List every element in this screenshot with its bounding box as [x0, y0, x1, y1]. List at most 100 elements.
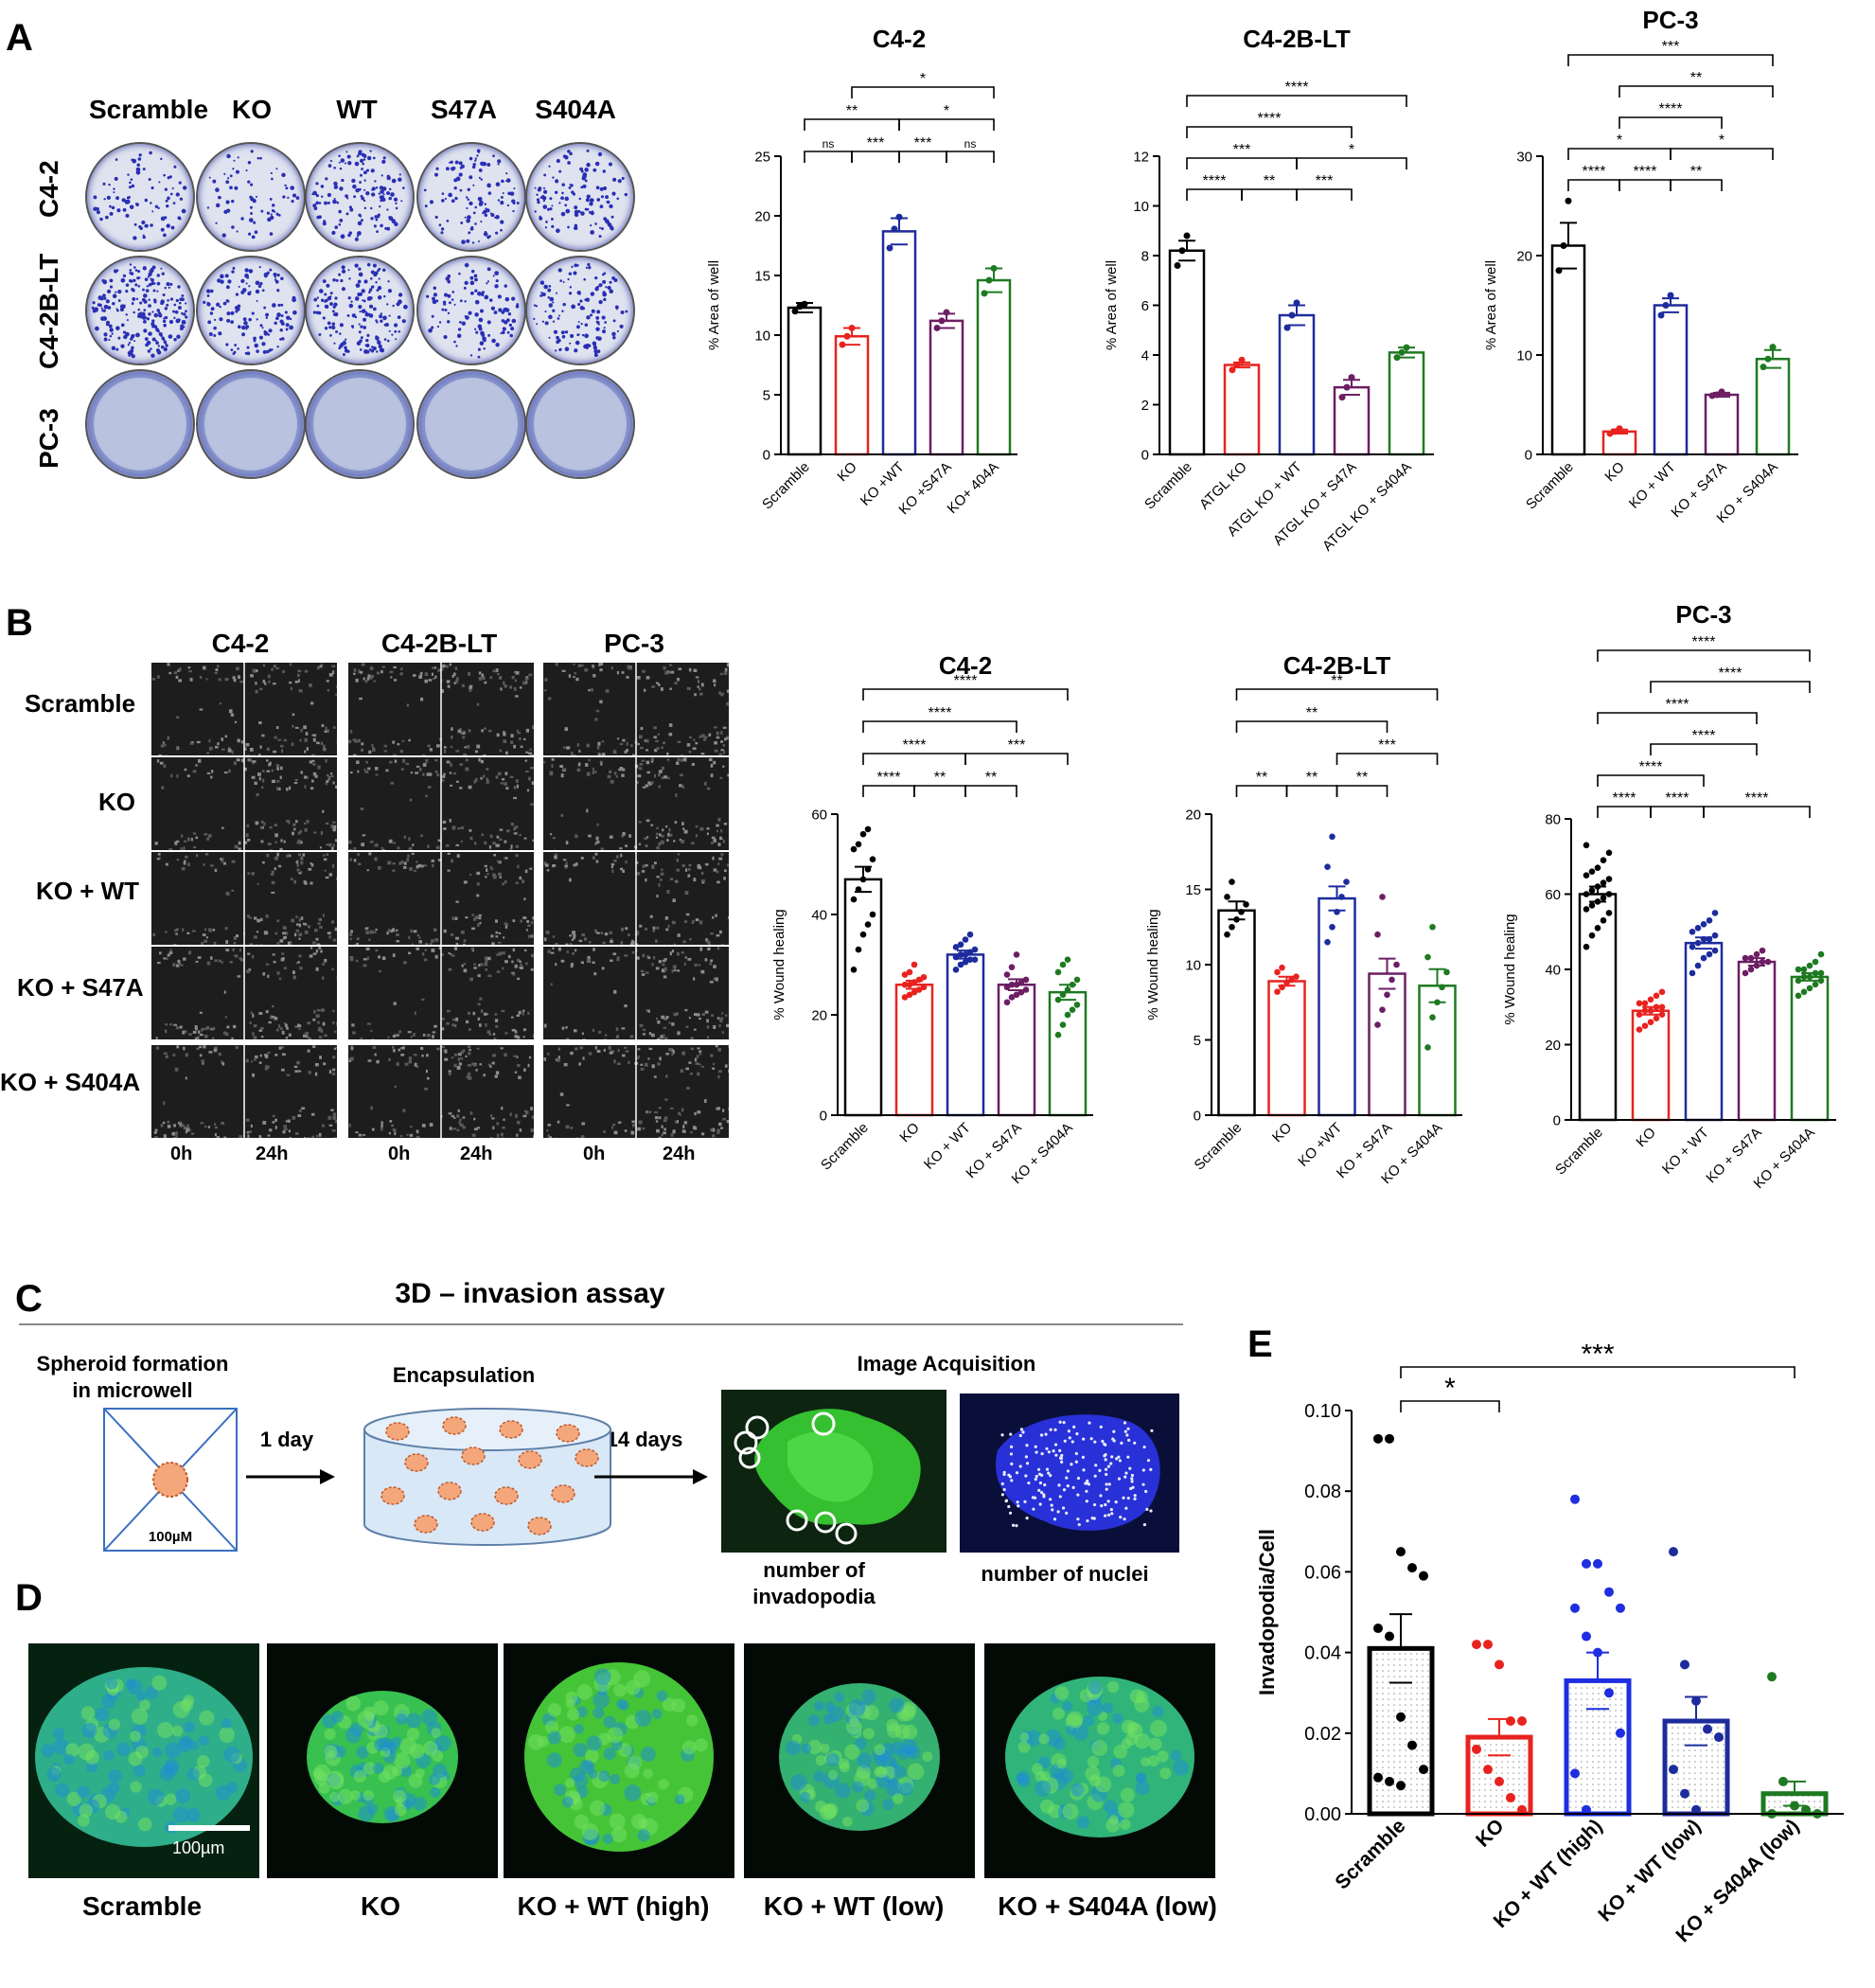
- data-point: [1616, 425, 1623, 433]
- encapsulated-spheroid: [551, 1484, 575, 1503]
- encapsulated-spheroid: [380, 1486, 405, 1505]
- data-point: [1689, 928, 1696, 935]
- data-point: [859, 876, 867, 883]
- significance-bracket: [1650, 681, 1811, 693]
- data-point: [1795, 966, 1802, 973]
- data-point: [1054, 1031, 1062, 1038]
- significance-label: **: [1690, 164, 1702, 180]
- arrow1-label: 1 day: [259, 1428, 314, 1451]
- data-point: [1238, 909, 1245, 915]
- data-point: [1565, 197, 1572, 204]
- time-24h-c: 24h: [663, 1144, 696, 1164]
- significance-label: ***: [1581, 1344, 1614, 1370]
- data-point: [1022, 976, 1030, 984]
- chart-b-c42blt: C4-2B-LT 0 5 10 15 20 % Wound healing Scramble K…: [1145, 651, 1462, 1187]
- data-point: [1817, 950, 1825, 958]
- data-point: [1374, 1021, 1381, 1028]
- data-point: [1373, 1772, 1383, 1783]
- bar-3: [1278, 313, 1316, 456]
- colony-dish: [85, 369, 195, 479]
- wound-image: [151, 852, 337, 945]
- data-point: [1641, 1007, 1649, 1015]
- data-point: [1700, 921, 1707, 928]
- scalebar-label: 100µm: [172, 1838, 225, 1857]
- col-header-scramble: Scramble: [88, 95, 209, 124]
- data-point: [1767, 1672, 1777, 1682]
- significance-bracket: [913, 785, 966, 797]
- group-header-pc3: PC-3: [604, 629, 664, 658]
- panel-c-title: 3D – invasion assay: [395, 1278, 665, 1309]
- data-point: [1396, 1547, 1406, 1557]
- data-point: [962, 959, 969, 966]
- y-tick-label: 0.06: [1304, 1562, 1341, 1583]
- data-point: [1653, 1015, 1660, 1021]
- y-axis-label: % Wound healing: [1145, 909, 1161, 1020]
- data-point: [901, 994, 909, 1001]
- data-point: [957, 951, 964, 958]
- data-point: [1279, 964, 1285, 971]
- significance-label: ****: [1666, 697, 1689, 713]
- encapsulated-spheroid: [494, 1486, 519, 1505]
- data-point: [1374, 931, 1381, 938]
- significance-bracket: [1619, 116, 1723, 129]
- encapsulated-spheroid: [575, 1448, 599, 1467]
- wound-image: [348, 947, 534, 1039]
- data-point: [864, 825, 872, 833]
- data-point: [1817, 969, 1825, 977]
- time-0h-c: 0h: [583, 1144, 606, 1164]
- significance-bracket: [1597, 649, 1811, 662]
- data-point: [1689, 943, 1696, 950]
- y-axis-label: % Area of well: [1483, 260, 1499, 350]
- x-tick-label: Scramble: [1523, 459, 1577, 513]
- panel-a-letter: A: [6, 17, 33, 59]
- significance-bracket: [1567, 54, 1774, 66]
- y-tick-label: 40: [1545, 962, 1561, 978]
- data-point: [1694, 962, 1702, 969]
- data-point: [1700, 935, 1707, 943]
- data-point: [1800, 973, 1808, 981]
- data-point: [1008, 964, 1016, 970]
- data-point: [1713, 391, 1721, 399]
- significance-label: *: [1444, 1373, 1456, 1404]
- y-tick-label: 60: [1545, 887, 1561, 903]
- data-point: [1329, 923, 1335, 931]
- y-tick-label: 20: [754, 208, 770, 224]
- data-point: [1689, 969, 1696, 977]
- bar-3: [1684, 941, 1724, 1122]
- data-point: [1817, 977, 1825, 985]
- data-point: [895, 213, 903, 221]
- data-point: [891, 225, 898, 233]
- data-point: [1600, 917, 1607, 924]
- y-tick-label: 4: [1141, 347, 1149, 364]
- encapsulated-spheroid: [461, 1447, 486, 1465]
- significance-bracket: [1597, 806, 1652, 818]
- data-point: [1017, 988, 1025, 996]
- x-tick-label: KO: [1472, 1815, 1509, 1852]
- spheroid-micrograph: [984, 1643, 1215, 1878]
- chart-b-pc3: PC-3 0 20 40 60 80 % Wound healing Scramble KO KO…: [1502, 600, 1836, 1192]
- data-point: [1647, 996, 1654, 1003]
- chart-a-c42blt: C4-2B-LT 0 2 4 6 8 10 12 % Area of well Scramble A…: [1104, 25, 1434, 555]
- data-point: [906, 991, 913, 999]
- data-point: [920, 984, 928, 991]
- wound-image: [151, 947, 337, 1039]
- colony-dish: [305, 256, 415, 365]
- significance-label: **: [1356, 770, 1368, 786]
- cap1-line2: invadopodia: [752, 1585, 876, 1608]
- y-tick-label: 12: [1133, 149, 1149, 165]
- significance-bracket: [1296, 188, 1353, 201]
- encapsulated-spheroid: [518, 1450, 542, 1469]
- data-point: [1806, 973, 1813, 981]
- data-point: [850, 896, 858, 903]
- colony-dish: [416, 256, 526, 365]
- wound-image: [543, 852, 729, 945]
- data-point: [1064, 956, 1071, 963]
- significance-bracket: [964, 753, 1069, 765]
- colony-dish: [196, 369, 306, 479]
- wound-image: [348, 663, 534, 755]
- data-point: [1812, 958, 1819, 966]
- data-point: [1812, 969, 1819, 977]
- data-point: [1582, 1631, 1591, 1642]
- data-point: [1398, 348, 1406, 356]
- data-point: [869, 856, 876, 862]
